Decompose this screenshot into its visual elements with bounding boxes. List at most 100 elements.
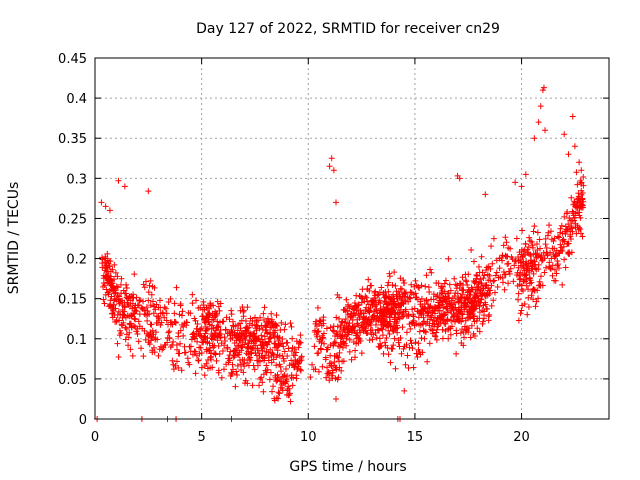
data-point xyxy=(241,334,248,341)
data-point xyxy=(382,318,389,325)
data-point xyxy=(568,194,575,201)
data-point xyxy=(580,174,587,180)
data-point xyxy=(233,372,240,379)
data-point xyxy=(326,163,333,170)
data-point xyxy=(288,357,295,364)
data-point xyxy=(416,328,423,335)
data-point xyxy=(361,298,368,305)
data-point xyxy=(396,309,403,316)
data-point xyxy=(107,297,114,304)
data-point xyxy=(405,298,412,305)
data-point xyxy=(206,347,213,354)
data-point xyxy=(136,298,143,305)
data-point xyxy=(542,235,549,242)
data-point xyxy=(406,321,413,328)
data-point xyxy=(391,269,398,276)
data-point xyxy=(573,204,580,211)
data-point xyxy=(473,275,480,282)
data-point xyxy=(252,333,259,340)
data-point xyxy=(108,303,115,310)
data-point xyxy=(439,326,446,333)
data-point xyxy=(345,329,352,336)
data-point xyxy=(257,375,264,382)
data-point xyxy=(498,255,505,262)
data-point xyxy=(554,233,561,240)
data-point xyxy=(206,340,213,347)
data-point xyxy=(533,298,540,305)
data-point xyxy=(194,338,201,345)
data-point xyxy=(465,271,472,278)
data-point xyxy=(406,294,413,301)
data-point xyxy=(483,305,490,312)
data-point xyxy=(444,309,451,316)
data-point xyxy=(419,349,426,356)
data-point xyxy=(411,305,418,312)
data-point xyxy=(335,354,342,361)
data-point xyxy=(577,214,584,221)
data-point xyxy=(517,275,524,282)
data-point xyxy=(520,248,527,255)
data-point xyxy=(524,246,531,253)
data-point xyxy=(124,312,131,319)
data-point xyxy=(459,274,466,281)
data-point xyxy=(560,236,567,243)
data-point xyxy=(578,202,585,209)
data-point xyxy=(579,233,586,240)
data-point xyxy=(478,295,485,302)
data-point xyxy=(109,304,116,311)
data-point xyxy=(203,360,210,367)
data-point xyxy=(101,259,108,266)
data-point xyxy=(364,285,371,292)
data-point xyxy=(276,390,283,397)
data-point xyxy=(127,346,134,353)
data-point xyxy=(297,367,304,374)
data-point xyxy=(552,253,559,260)
data-point xyxy=(579,196,586,203)
data-point xyxy=(375,315,382,322)
data-point xyxy=(577,230,584,237)
data-point xyxy=(392,301,399,308)
data-point xyxy=(418,335,425,342)
data-point xyxy=(221,342,228,349)
data-point xyxy=(475,284,482,291)
data-point xyxy=(564,208,571,215)
data-point xyxy=(340,358,347,365)
data-point xyxy=(133,308,140,315)
data-point xyxy=(187,310,194,317)
data-point xyxy=(240,307,247,314)
data-point xyxy=(466,310,473,317)
data-point xyxy=(558,222,565,229)
data-point xyxy=(397,306,404,313)
data-point xyxy=(472,297,479,304)
data-point xyxy=(120,311,127,318)
data-point xyxy=(385,322,392,329)
y-tick-label: 0.3 xyxy=(66,172,87,187)
data-point xyxy=(214,324,221,331)
data-point xyxy=(537,245,544,252)
data-point xyxy=(370,312,377,319)
data-point xyxy=(143,312,150,319)
data-point xyxy=(233,347,240,354)
data-point xyxy=(571,143,578,150)
data-point xyxy=(427,266,434,273)
data-point xyxy=(402,297,409,304)
x-tick-label: 20 xyxy=(513,430,530,445)
data-point xyxy=(318,339,325,346)
data-point xyxy=(216,307,223,314)
data-point xyxy=(240,313,247,320)
data-point xyxy=(264,366,271,373)
data-point xyxy=(121,303,128,310)
data-point xyxy=(104,250,111,257)
data-point xyxy=(517,310,524,317)
data-point xyxy=(315,328,322,335)
data-point xyxy=(478,287,485,294)
data-point xyxy=(358,310,365,317)
data-point xyxy=(486,311,493,318)
data-point xyxy=(522,241,529,248)
data-point xyxy=(115,296,122,303)
data-point xyxy=(487,265,494,272)
data-point xyxy=(478,253,485,260)
data-point xyxy=(115,177,122,184)
data-point xyxy=(167,343,174,350)
